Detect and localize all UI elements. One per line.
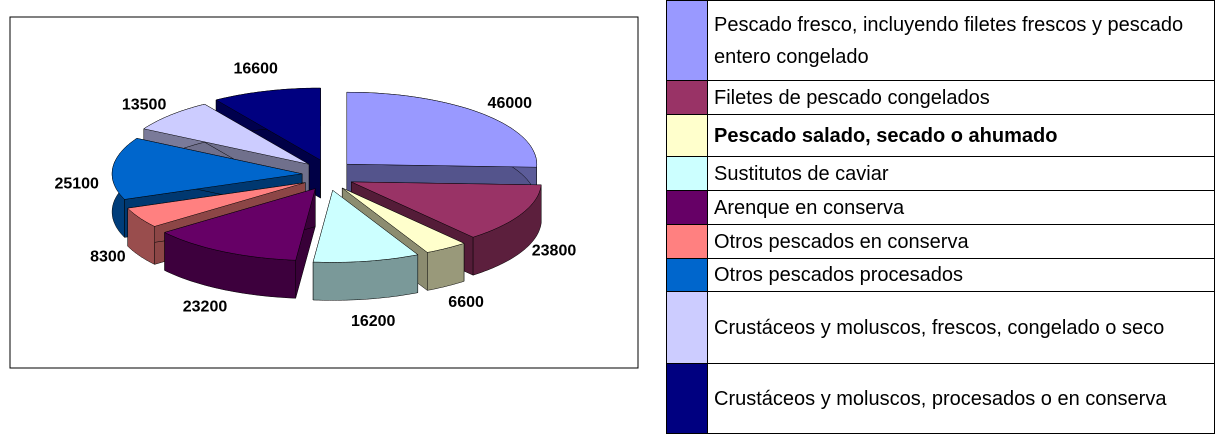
legend-label: Otros pescados procesados [707, 258, 1215, 292]
legend-label: Crustáceos y moluscos, procesados o en c… [707, 363, 1215, 434]
chart: 46000 23800 6600 16200 23200 8300 25100 13500 16… [9, 16, 639, 369]
legend-swatch [666, 156, 708, 191]
legend-swatch [666, 363, 708, 434]
legend-row: Sustitutos de caviar [666, 156, 1215, 191]
slice [143, 103, 310, 165]
legend-row: Otros pescados procesados [666, 258, 1215, 292]
data-label: 16600 [233, 61, 278, 78]
data-label: 16200 [351, 313, 396, 330]
slice-group [312, 189, 419, 301]
slice [111, 138, 303, 200]
legend-row: Pescado salado, secado o ahumado [666, 114, 1215, 157]
legend-label: Pescado fresco, incluyendo filetes fresc… [707, 0, 1215, 81]
legend-row: Crustáceos y moluscos, frescos, congelad… [666, 291, 1215, 364]
legend-swatch [666, 80, 708, 115]
legend-swatch [666, 0, 708, 81]
slice [342, 187, 465, 253]
legend-row: Arenque en conserva [666, 190, 1215, 225]
legend-row: Otros pescados en conserva [666, 224, 1215, 259]
slice [351, 181, 542, 238]
slice [215, 87, 321, 161]
legend-swatch [666, 258, 708, 292]
legend-label: Sustitutos de caviar [707, 156, 1215, 191]
data-label: 8300 [90, 249, 126, 266]
legend-label: Arenque en conserva [707, 190, 1215, 225]
data-label: 25100 [54, 175, 99, 192]
legend-row: Filetes de pescado congelados [666, 80, 1215, 115]
slice [127, 182, 306, 227]
legend-label: Crustáceos y moluscos, frescos, congelad… [707, 291, 1215, 364]
legend-row: Pescado fresco, incluyendo filetes fresc… [666, 0, 1215, 81]
legend-label: Otros pescados en conserva [707, 224, 1215, 259]
data-label: 23800 [532, 243, 577, 260]
legend-swatch [666, 114, 708, 157]
data-label: 23200 [183, 299, 228, 316]
legend-label: Filetes de pescado congelados [707, 80, 1215, 115]
slice [163, 188, 316, 261]
data-label: 6600 [448, 294, 484, 311]
legend-swatch [666, 190, 708, 225]
slice-group [163, 188, 316, 299]
chart-frame [9, 16, 639, 369]
data-label: 13500 [122, 96, 167, 113]
slice [346, 91, 538, 168]
legend: Pescado fresco, incluyendo filetes fresc… [666, 0, 1215, 434]
legend-swatch [666, 291, 708, 364]
legend-row: Crustáceos y moluscos, procesados o en c… [666, 363, 1215, 434]
data-label: 46000 [488, 95, 533, 112]
slice [312, 189, 419, 263]
legend-swatch [666, 224, 708, 259]
legend-label: Pescado salado, secado o ahumado [707, 114, 1215, 157]
